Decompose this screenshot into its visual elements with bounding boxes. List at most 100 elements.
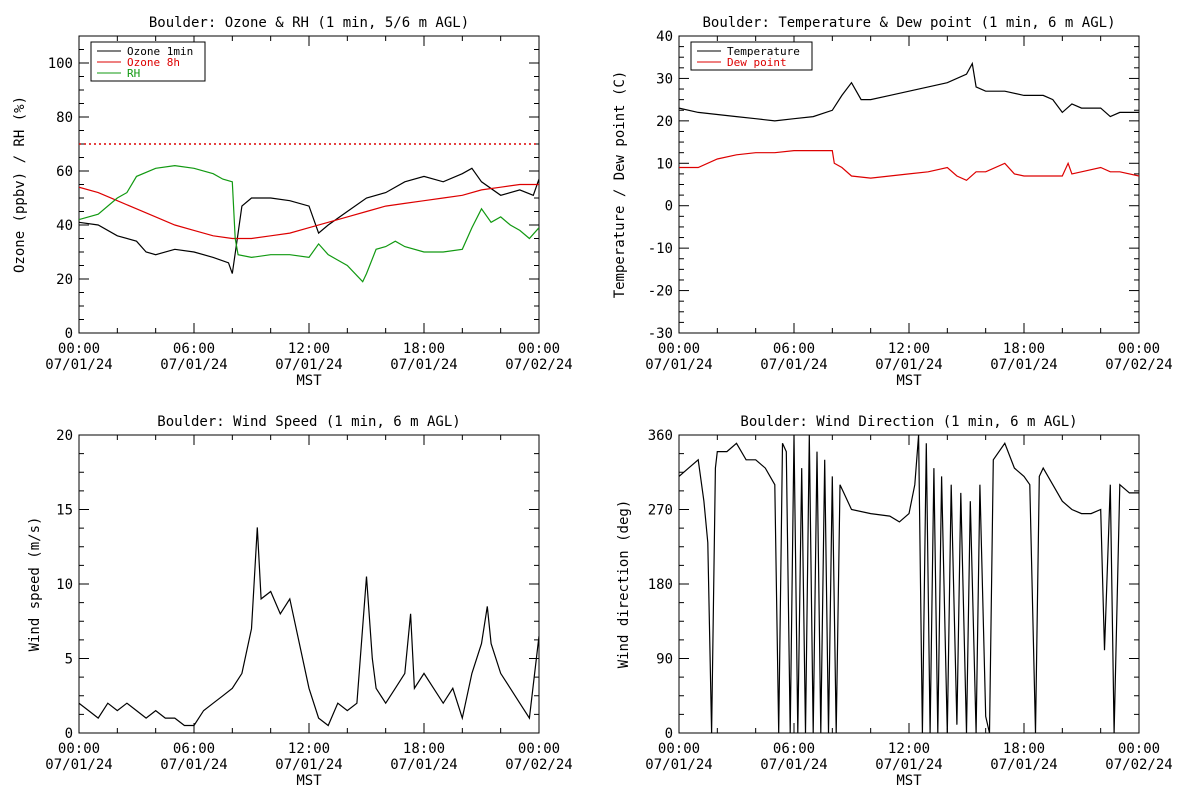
x-tick-label-time: 00:00 <box>518 741 560 757</box>
x-tick-label-time: 18:00 <box>1003 341 1045 357</box>
legend-label: RH <box>127 67 140 80</box>
x-tick-label-time: 12:00 <box>888 341 930 357</box>
x-tick-label-date: 07/01/24 <box>160 757 227 773</box>
y-tick-label: 270 <box>648 503 673 519</box>
x-tick-label-date: 07/01/24 <box>45 757 112 773</box>
series-line-1 <box>79 527 539 727</box>
legend-box <box>690 41 813 71</box>
y-axis-label: Wind direction (deg) <box>616 500 632 669</box>
x-tick-label-time: 00:00 <box>1118 341 1160 357</box>
x-tick-label-date: 07/02/24 <box>505 757 572 773</box>
x-tick-label-time: 06:00 <box>773 341 815 357</box>
x-tick-label-date: 07/01/24 <box>875 757 942 773</box>
x-tick-label-date: 07/01/24 <box>990 357 1057 373</box>
x-tick-label-time: 00:00 <box>1118 741 1160 757</box>
x-tick-label-time: 00:00 <box>658 341 700 357</box>
y-axis-label: Ozone (ppbv) / RH (%) <box>12 96 28 273</box>
x-tick-label-date: 07/01/24 <box>645 357 712 373</box>
y-tick-label: 10 <box>656 156 673 172</box>
plot-frame <box>678 35 1140 334</box>
y-tick-label: 5 <box>65 652 73 668</box>
y-tick-label: -30 <box>648 326 673 342</box>
chart-panel-3: Boulder: Wind Speed (1 min, 6 m AGL) 0 5 10… <box>27 414 573 789</box>
x-axis-label: MST <box>296 773 322 789</box>
y-tick-label: 0 <box>65 726 73 742</box>
series-group <box>79 527 539 727</box>
y-tick-label: 360 <box>648 428 673 444</box>
y-tick-label: 0 <box>665 726 673 742</box>
x-tick-label-date: 07/01/24 <box>760 357 827 373</box>
series-group <box>679 435 1139 733</box>
y-tick-label: 60 <box>56 164 73 180</box>
series-line-rh <box>79 164 539 283</box>
x-tick-label-date: 07/02/24 <box>1105 357 1172 373</box>
y-tick-label: 20 <box>56 428 73 444</box>
x-tick-label-date: 07/02/24 <box>505 357 572 373</box>
x-tick-label-time: 00:00 <box>518 341 560 357</box>
x-tick-label-date: 07/01/24 <box>990 757 1057 773</box>
y-axis-label: Wind speed (m/s) <box>27 517 43 652</box>
legend-label: Ozone 1min <box>127 45 193 58</box>
x-tick-label-time: 18:00 <box>1003 741 1045 757</box>
x-tick-label-date: 07/02/24 <box>1105 757 1172 773</box>
x-tick-label-date: 07/01/24 <box>275 757 342 773</box>
series-line-ozone-8h <box>79 183 539 240</box>
chart-title: Boulder: Ozone & RH (1 min, 5/6 m AGL) <box>149 15 469 31</box>
x-tick-label-time: 06:00 <box>173 341 215 357</box>
chart-title: Boulder: Wind Direction (1 min, 6 m AGL) <box>740 414 1077 430</box>
legend-label: Temperature <box>727 45 800 58</box>
y-tick-label: 20 <box>656 114 673 130</box>
y-axis-label: Temperature / Dew point (C) <box>612 71 628 299</box>
y-tick-label: -20 <box>648 284 673 300</box>
x-tick-label-date: 07/01/24 <box>760 757 827 773</box>
chart-title: Boulder: Temperature & Dew point (1 min,… <box>702 15 1115 31</box>
x-tick-label-date: 07/01/24 <box>875 357 942 373</box>
legend-label: Ozone 8h <box>127 56 180 69</box>
x-tick-label-time: 06:00 <box>173 741 215 757</box>
plot-frame <box>678 434 1140 734</box>
series-group <box>679 61 1139 182</box>
legend-label: Dew point <box>727 56 787 69</box>
x-tick-label-date: 07/01/24 <box>645 757 712 773</box>
y-tick-label: 10 <box>56 577 73 593</box>
x-tick-label-time: 18:00 <box>403 341 445 357</box>
y-tick-label: 0 <box>665 199 673 215</box>
x-tick-label-date: 07/01/24 <box>45 357 112 373</box>
y-tick-label: 0 <box>65 326 73 342</box>
y-tick-label: 100 <box>48 56 73 72</box>
x-axis-label: MST <box>896 773 922 789</box>
chart-panel-2: Boulder: Temperature & Dew point (1 min,… <box>612 15 1173 389</box>
y-tick-label: -10 <box>648 241 673 257</box>
x-tick-label-time: 18:00 <box>403 741 445 757</box>
y-tick-label: 80 <box>56 110 73 126</box>
y-tick-label: 40 <box>656 29 673 45</box>
x-tick-label-date: 07/01/24 <box>275 357 342 373</box>
series-line-temperature <box>679 61 1139 122</box>
y-tick-label: 15 <box>56 503 73 519</box>
x-tick-label-time: 00:00 <box>658 741 700 757</box>
series-group <box>79 143 539 283</box>
x-tick-label-time: 12:00 <box>288 341 330 357</box>
x-tick-label-time: 12:00 <box>888 741 930 757</box>
y-tick-label: 30 <box>656 71 673 87</box>
x-tick-label-time: 06:00 <box>773 741 815 757</box>
series-line-1 <box>679 435 1139 733</box>
series-line-ozone-1min <box>79 167 539 274</box>
chart-panel-1: Boulder: Ozone & RH (1 min, 5/6 m AGL) 0 2… <box>12 15 573 389</box>
x-tick-label-time: 00:00 <box>58 341 100 357</box>
x-axis-label: MST <box>896 373 922 389</box>
x-tick-label-date: 07/01/24 <box>390 757 457 773</box>
series-line-dew-point <box>679 150 1139 182</box>
x-axis-label: MST <box>296 373 322 389</box>
chart-title: Boulder: Wind Speed (1 min, 6 m AGL) <box>157 414 460 430</box>
x-tick-label-time: 12:00 <box>288 741 330 757</box>
y-tick-label: 20 <box>56 272 73 288</box>
chart-panel-4: Boulder: Wind Direction (1 min, 6 m AGL)… <box>616 414 1173 789</box>
x-tick-label-date: 07/01/24 <box>390 357 457 373</box>
y-tick-label: 180 <box>648 577 673 593</box>
x-tick-label-date: 07/01/24 <box>160 357 227 373</box>
y-tick-label: 40 <box>56 218 73 234</box>
